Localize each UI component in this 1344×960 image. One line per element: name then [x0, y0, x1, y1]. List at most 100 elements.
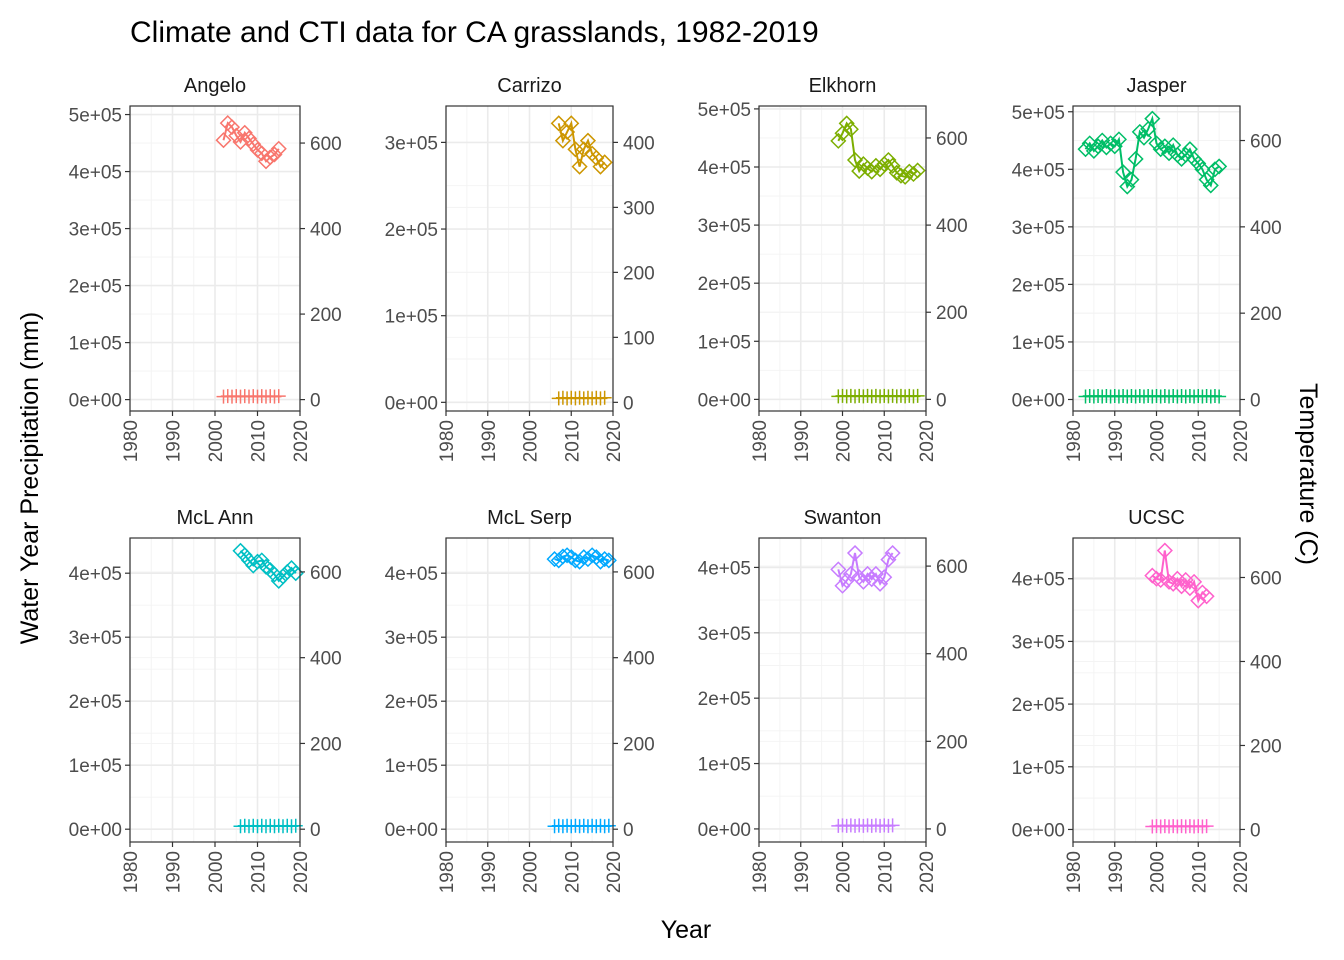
y-tick-label: 4e+05 — [69, 163, 122, 184]
x-tick-label: 1980 — [1064, 420, 1085, 462]
precipitation-point — [253, 552, 270, 569]
y-tick-label: 2e+05 — [698, 274, 751, 295]
x-tick-label: 1990 — [1106, 420, 1127, 462]
precipitation-point — [905, 165, 922, 183]
x-tick-label: 2000 — [1148, 851, 1169, 893]
y-tick-label: 4e+05 — [69, 564, 122, 585]
y2-tick-label: 0 — [623, 393, 634, 414]
precipitation-line — [557, 119, 606, 169]
x-tick-label: 2020 — [291, 851, 312, 893]
y2-tick-label: 200 — [1250, 736, 1282, 757]
precipitation-point — [1148, 135, 1165, 152]
y-tick-label: 4e+05 — [385, 564, 438, 585]
y2-tick-label: 600 — [1250, 132, 1282, 153]
x-tick-label: 1980 — [437, 851, 458, 893]
precipitation-point — [253, 145, 270, 162]
y2-tick-label: 400 — [1250, 218, 1282, 239]
precipitation-point — [563, 115, 580, 132]
precipitation-point — [575, 549, 592, 566]
x-tick-label: 2020 — [1231, 851, 1252, 893]
x-tick-label: 1980 — [750, 851, 771, 893]
y-tick-label: 5e+05 — [698, 100, 751, 121]
y-tick-label: 5e+05 — [69, 106, 122, 127]
precipitation-point — [266, 146, 283, 163]
facet-panel-jasper: Jasper 0e+00 1e+05 2e+05 3e+05 4e+05 5e+05 0 200… — [1012, 75, 1282, 462]
precipitation-point — [1165, 575, 1182, 592]
y-tick-label: 1e+05 — [69, 756, 122, 777]
y2-tick-label: 600 — [936, 557, 968, 578]
temperature-point — [910, 388, 925, 403]
y2-tick-label: 0 — [623, 820, 634, 841]
y2-tick-label: 0 — [310, 391, 321, 412]
facet-panel-angelo: Angelo 0e+00 1e+05 2e+05 3e+05 4e+05 5e+05 0 200… — [69, 75, 342, 462]
facet-panel-swanton: Swanton 0e+00 1e+05 2e+05 3e+05 4e+05 0 200 400 6… — [698, 507, 968, 893]
x-tick-label: 1980 — [1064, 851, 1085, 893]
facet-label: McL Ann — [176, 507, 253, 529]
y2-tick-label: 0 — [936, 820, 947, 841]
x-tick-label: 1980 — [121, 420, 142, 462]
precipitation-point — [249, 553, 266, 570]
y-tick-label: 1e+05 — [698, 755, 751, 776]
y-tick-label: 5e+05 — [1012, 103, 1065, 124]
facet-panel-carrizo: Carrizo 0e+00 1e+05 2e+05 3e+05 0 100 200 300 400… — [385, 75, 655, 462]
y-tick-label: 1e+05 — [698, 332, 751, 353]
y-tick-label: 0e+00 — [69, 820, 122, 841]
precipitation-point — [270, 140, 287, 157]
precipitation-point — [1186, 573, 1203, 590]
precipitation-point — [1131, 123, 1148, 140]
precipitation-point — [909, 162, 926, 179]
precipitation-point — [1206, 161, 1224, 178]
precipitation-point — [872, 161, 889, 178]
temperature-point — [597, 390, 612, 405]
precipitation-point — [223, 119, 241, 136]
precipitation-point — [901, 163, 918, 180]
y-tick-label: 1e+05 — [385, 756, 438, 777]
y2-tick-label: 200 — [310, 734, 342, 755]
temperature-point — [271, 389, 286, 404]
x-tick-label: 1990 — [164, 851, 185, 893]
precipitation-point — [846, 544, 864, 562]
precipitation-point — [1119, 178, 1136, 195]
precipitation-point — [236, 124, 253, 141]
precipitation-point — [838, 572, 855, 589]
x-tick-label: 2000 — [521, 851, 542, 893]
precipitation-point — [1181, 580, 1198, 597]
precipitation-point — [571, 158, 588, 175]
precipitation-point — [592, 553, 609, 570]
y2-tick-label: 100 — [623, 328, 655, 349]
x-tick-label: 2000 — [834, 420, 855, 462]
panel-grid: Angelo 0e+00 1e+05 2e+05 3e+05 4e+05 5e+05 0 200… — [69, 75, 1282, 893]
precipitation-point — [1198, 171, 1215, 188]
y-tick-label: 1e+05 — [385, 307, 438, 328]
precipitation-point — [1211, 158, 1228, 175]
precipitation-point — [1156, 138, 1173, 155]
y-tick-label: 2e+05 — [69, 692, 122, 713]
facet-label: Elkhorn — [809, 75, 877, 97]
x-tick-label: 2000 — [1148, 420, 1169, 462]
precipitation-point — [1123, 171, 1140, 188]
precipitation-line — [837, 121, 919, 179]
facet-panel-ucsc: UCSC 0e+00 1e+05 2e+05 3e+05 4e+05 0 200 400 600 1… — [1012, 507, 1282, 893]
temperature-point — [885, 818, 900, 833]
x-tick-label: 2000 — [206, 851, 227, 893]
precipitation-point — [592, 158, 609, 175]
precipitation-point — [1148, 570, 1165, 587]
y2-tick-label: 200 — [1250, 304, 1282, 325]
precipitation-point — [863, 163, 880, 180]
y-tick-label: 2e+05 — [385, 220, 438, 241]
x-tick-label: 2020 — [291, 420, 312, 462]
x-tick-label: 2000 — [206, 420, 227, 462]
precipitation-point — [880, 151, 897, 169]
y-tick-label: 1e+05 — [1012, 333, 1065, 354]
temperature-point — [1212, 389, 1227, 404]
x-tick-label: 1990 — [479, 851, 500, 893]
x-tick-label: 2020 — [604, 420, 625, 462]
facet-label: Carrizo — [497, 75, 561, 97]
y-tick-label: 0e+00 — [1012, 390, 1065, 411]
y-tick-label: 2e+05 — [1012, 275, 1065, 296]
precipitation-point — [262, 149, 279, 166]
facet-panel-elkhorn: Elkhorn 0e+00 1e+05 2e+05 3e+05 4e+05 5e+05 0 20… — [698, 75, 968, 462]
precipitation-point — [1106, 138, 1123, 155]
precipitation-point — [270, 572, 287, 589]
precipitation-point — [1198, 588, 1215, 605]
